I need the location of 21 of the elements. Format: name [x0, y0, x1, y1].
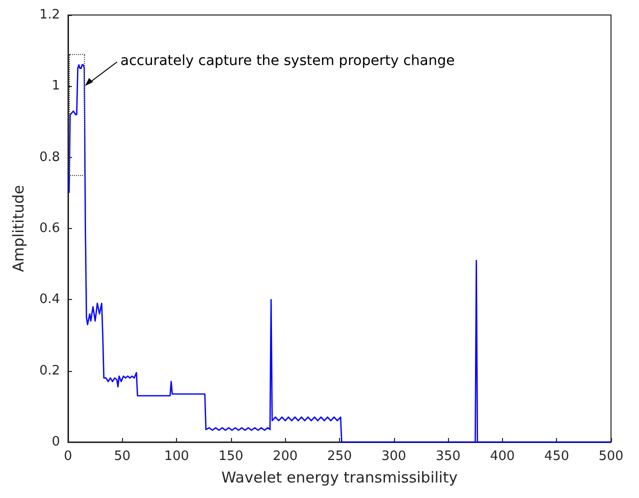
y-tick-label: 0.6 [39, 221, 60, 236]
x-tick-label: 0 [64, 449, 72, 464]
x-axis-title: Wavelet energy transmissibility [221, 468, 458, 486]
y-tick-label: 0.2 [39, 363, 60, 378]
x-tick-label: 100 [164, 449, 190, 464]
x-tick-label: 450 [544, 449, 570, 464]
x-tick-label: 50 [114, 449, 131, 464]
y-tick-label: 0.8 [39, 150, 60, 165]
y-axis-title: Amplititude [10, 185, 28, 272]
x-tick-label: 300 [381, 449, 406, 464]
x-tick-label: 150 [218, 449, 244, 464]
y-tick-label: 1 [52, 78, 60, 94]
x-tick-label: 400 [490, 449, 515, 464]
annotation: accurately capture the system property change [120, 53, 455, 70]
x-tick-label: 500 [598, 449, 624, 464]
y-tick-label: 0 [52, 434, 60, 450]
x-tick-label: 200 [272, 449, 298, 464]
y-tick-label: 0.4 [39, 292, 60, 308]
x-tick-label: 350 [436, 449, 461, 464]
y-tick-label: 1.2 [39, 8, 60, 22]
x-tick-label: 250 [327, 449, 352, 464]
